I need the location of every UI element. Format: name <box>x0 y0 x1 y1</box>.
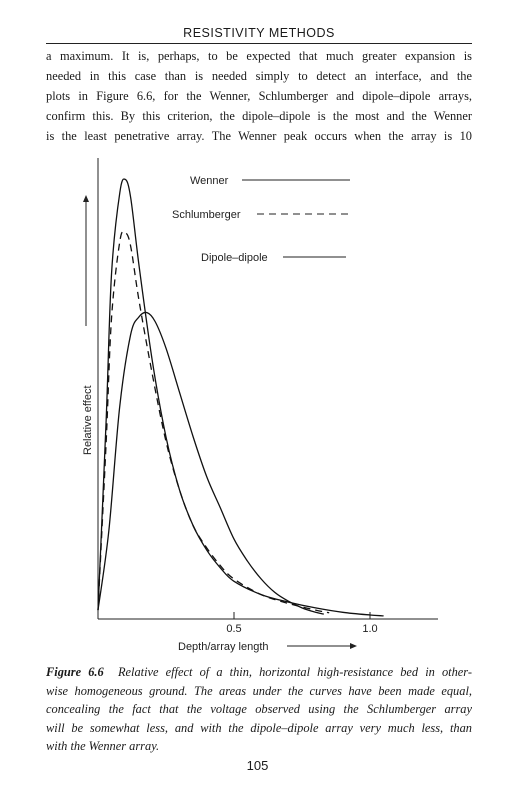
running-head: RESISTIVITY METHODS <box>183 26 335 40</box>
caption-label: Figure 6.6 <box>46 665 104 679</box>
body-line: plots in Figure 6.6, for the Wenner, Sch… <box>46 89 472 103</box>
caption-text: Relative effect of a thin, horizontal hi… <box>117 665 472 679</box>
caption-line: Figure 6.6 Relative effect of a thin, ho… <box>46 663 472 682</box>
header-rule <box>46 43 472 44</box>
body-line: needed in this case than is needed simpl… <box>46 69 472 83</box>
legend-label: Dipole–dipole <box>201 252 268 264</box>
body-paragraph: a maximum. It is, perhaps, to be expecte… <box>46 46 472 146</box>
x-tick-label: 0.5 <box>226 623 241 635</box>
legend-label: Wenner <box>190 175 229 187</box>
caption-line: concealing the fact that the voltage obs… <box>46 702 472 716</box>
figure-caption: Figure 6.6 Relative effect of a thin, ho… <box>46 663 472 756</box>
caption-line: with the Wenner array. <box>46 739 160 753</box>
body-line: is the least penetrative array. The Wenn… <box>46 129 472 143</box>
x-tick-label: 1.0 <box>362 623 377 635</box>
chart-axes: 0.5 1.0 Depth/array length Relative effect <box>82 158 438 653</box>
chart-curves <box>97 178 384 617</box>
chart-legend: Wenner Schlumberger Dipole–dipole <box>172 175 352 264</box>
caption-line: will be somewhat less, and with the dipo… <box>46 720 472 735</box>
body-line: a maximum. It is, perhaps, to be expecte… <box>46 49 472 63</box>
body-line: confirm this. By this criterion, the dip… <box>46 109 472 123</box>
schlumberger-curve <box>97 230 330 614</box>
x-axis-label: Depth/array length <box>178 641 269 653</box>
page-number: 105 <box>246 758 269 773</box>
y-axis-label: Relative effect <box>82 385 94 455</box>
legend-label: Schlumberger <box>172 209 241 221</box>
dipole-dipole-curve <box>97 311 324 615</box>
wenner-curve <box>97 178 384 617</box>
caption-line: wise homogeneous ground. The areas under… <box>46 683 472 698</box>
